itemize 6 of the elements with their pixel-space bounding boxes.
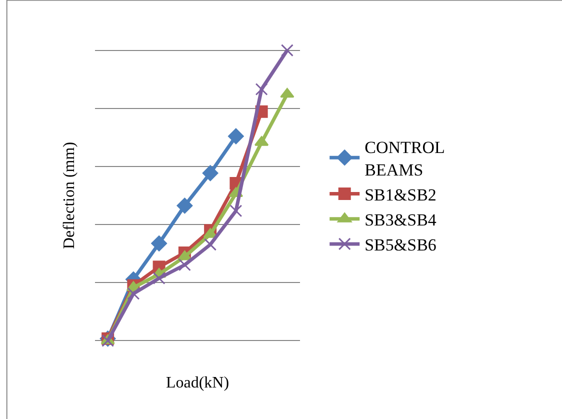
- y-axis-title: Deflection (mm): [60, 142, 78, 250]
- legend-label: CONTROL BEAMS: [364, 138, 445, 180]
- legend-label: SB3&SB4: [364, 210, 437, 230]
- legend-label: SB5&SB6: [364, 236, 436, 255]
- legend-label: SB1&SB2: [364, 185, 436, 204]
- x-axis-title: Load(kN): [166, 374, 230, 392]
